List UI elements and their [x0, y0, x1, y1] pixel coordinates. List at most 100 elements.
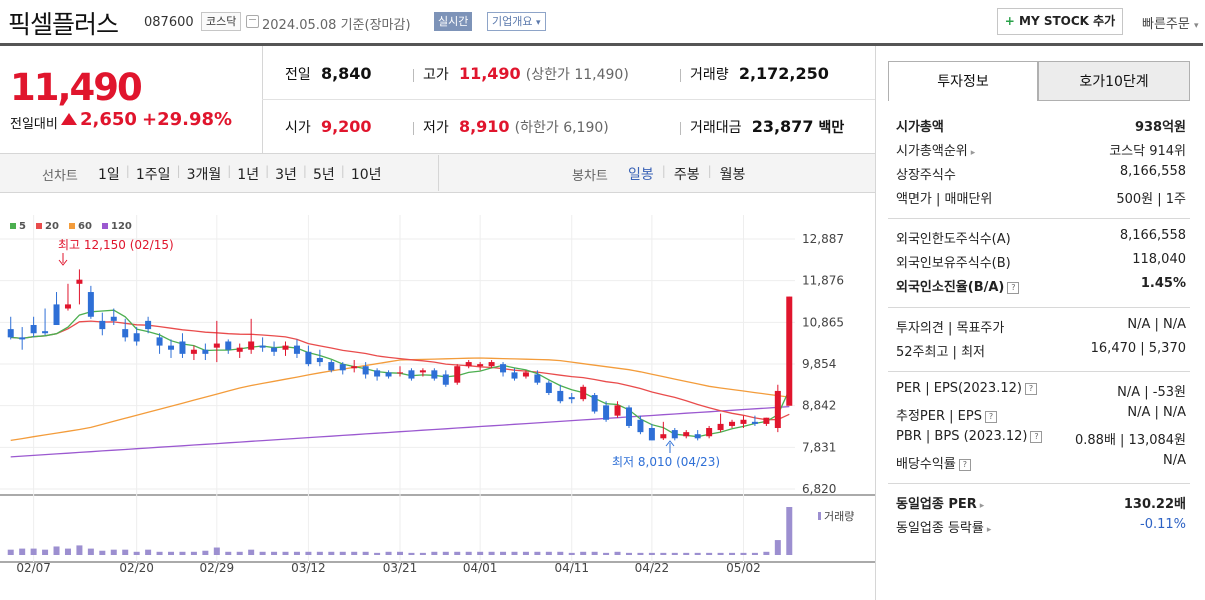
- info-key: 투자의견 | 목표주가: [896, 321, 1005, 336]
- volume-bar: [53, 546, 60, 555]
- candle-body: [522, 372, 529, 377]
- info-row: 외국인소진율(B/A)? 1.45%: [896, 276, 1186, 298]
- info-key: 추정PER | EPS: [896, 409, 982, 424]
- help-icon[interactable]: ?: [1007, 282, 1020, 294]
- mystock-add-button[interactable]: + MY STOCK 추가: [997, 8, 1123, 35]
- volume-bar: [763, 551, 770, 555]
- volume-bar: [110, 549, 117, 555]
- candle-body: [625, 407, 632, 426]
- info-row: 액면가 | 매매단위 500원 | 1주: [896, 188, 1186, 210]
- volume-bar: [408, 552, 415, 555]
- x-tick-label: 02/07: [16, 561, 51, 575]
- legend-swatch: [818, 512, 821, 520]
- candle-body: [362, 366, 369, 375]
- candle-tab-2[interactable]: 월봉: [719, 167, 746, 183]
- candle-body: [316, 357, 323, 363]
- candle-body: [225, 341, 232, 350]
- volume-bar: [625, 552, 632, 555]
- range-tab-3[interactable]: 1년: [237, 167, 260, 183]
- divider: [888, 307, 1190, 308]
- volume-bar: [442, 551, 449, 555]
- chevron-right-icon[interactable]: ▸: [970, 148, 976, 158]
- candle-body: [648, 428, 655, 441]
- info-value: -0.11%: [1140, 517, 1186, 532]
- candle-tab-1[interactable]: 주봉: [673, 167, 700, 183]
- arrow-up-icon: [665, 440, 675, 453]
- volume-bar: [145, 549, 152, 555]
- chevron-right-icon[interactable]: ▸: [986, 525, 992, 535]
- volume-bar: [545, 551, 552, 555]
- info-key: PER | EPS(2023.12): [896, 381, 1022, 396]
- info-value: 8,166,558: [1119, 228, 1186, 243]
- current-price: 11,490: [10, 66, 143, 109]
- legend-swatch: [69, 223, 75, 229]
- up-arrow-icon: [61, 113, 77, 125]
- volume-bar: [717, 552, 724, 555]
- candle-body: [7, 329, 14, 338]
- volume: 거래량 2,172,250: [690, 64, 829, 83]
- divider: [438, 155, 439, 191]
- candle-tab-0[interactable]: 일봉: [628, 167, 654, 183]
- separator: [680, 122, 681, 135]
- volume-bar: [511, 551, 518, 555]
- range-tab-5[interactable]: 5년: [312, 167, 335, 183]
- candle-body: [202, 349, 209, 354]
- x-tick-label: 03/12: [291, 561, 326, 575]
- separator: |: [227, 164, 232, 178]
- info-key: 상장주식수: [896, 168, 956, 183]
- candle-body: [545, 382, 552, 393]
- volume-bar: [42, 549, 49, 555]
- tab-hoga[interactable]: 호가10단계: [1038, 61, 1190, 101]
- candle-body: [53, 304, 60, 325]
- candle-body: [385, 372, 392, 377]
- y-tick-label: 8,842: [802, 399, 836, 413]
- help-icon[interactable]: ?: [958, 459, 971, 471]
- volume-bar: [316, 551, 323, 555]
- range-tab-0[interactable]: 1일: [98, 167, 120, 183]
- divider: [888, 218, 1190, 219]
- info-key: 시가총액: [896, 120, 944, 135]
- candle-body: [614, 405, 621, 416]
- volume-bar: [385, 551, 392, 555]
- y-tick-label: 6,820: [802, 482, 836, 496]
- info-row: 시가총액순위 ▸ 코스닥 914위: [896, 140, 1186, 162]
- y-tick-label: 9,854: [802, 357, 836, 371]
- range-tab-2[interactable]: 3개월: [186, 167, 222, 183]
- range-tab-1[interactable]: 1주일: [135, 167, 171, 183]
- open-price: 시가 9,200: [285, 117, 372, 136]
- info-value: 코스닥 914위: [1109, 144, 1186, 159]
- info-row: 상장주식수 8,166,558: [896, 164, 1186, 186]
- separator: |: [125, 164, 130, 178]
- arrow-down-icon: [58, 253, 68, 266]
- x-tick-label: 04/11: [554, 561, 589, 575]
- price-chart[interactable]: 5 20 60 120 12,887 11,876 10,865 9,854 8,842 7,83…: [0, 215, 876, 600]
- help-icon[interactable]: ?: [1030, 431, 1043, 443]
- info-row: 시가총액 938억원: [896, 116, 1186, 138]
- candle-tabs: 일봉 | 주봉 | 월봉: [628, 164, 745, 184]
- realtime-button[interactable]: 실시간: [434, 12, 473, 31]
- candle-body: [706, 428, 713, 437]
- chevron-right-icon[interactable]: ▸: [979, 501, 985, 511]
- legend-label: 60: [78, 221, 92, 232]
- info-key: 외국인보유주식수(B): [896, 256, 1011, 271]
- volume-bar: [7, 549, 14, 555]
- corp-info-dropdown[interactable]: 기업개요 ▾: [487, 12, 546, 31]
- range-tab-6[interactable]: 10년: [350, 167, 382, 183]
- volume-bar: [431, 551, 438, 555]
- tab-invest-info[interactable]: 투자정보: [888, 61, 1038, 101]
- y-tick-label: 10,865: [802, 315, 844, 329]
- info-value: N/A | N/A: [1127, 317, 1186, 332]
- candle-body: [580, 386, 587, 400]
- change-label: 전일대비: [10, 117, 58, 132]
- quick-order-dropdown[interactable]: 빠른주문 ▾: [1142, 17, 1199, 32]
- help-icon[interactable]: ?: [984, 411, 997, 423]
- y-tick-label: 7,831: [802, 440, 836, 454]
- volume-bar: [465, 551, 472, 555]
- range-tab-4[interactable]: 3년: [275, 167, 297, 183]
- separator: |: [707, 164, 712, 178]
- volume-bar: [225, 551, 232, 555]
- x-tick-label: 02/29: [200, 561, 235, 575]
- help-icon[interactable]: ?: [1024, 383, 1037, 395]
- candle-body: [87, 292, 94, 317]
- candle-body: [42, 331, 49, 334]
